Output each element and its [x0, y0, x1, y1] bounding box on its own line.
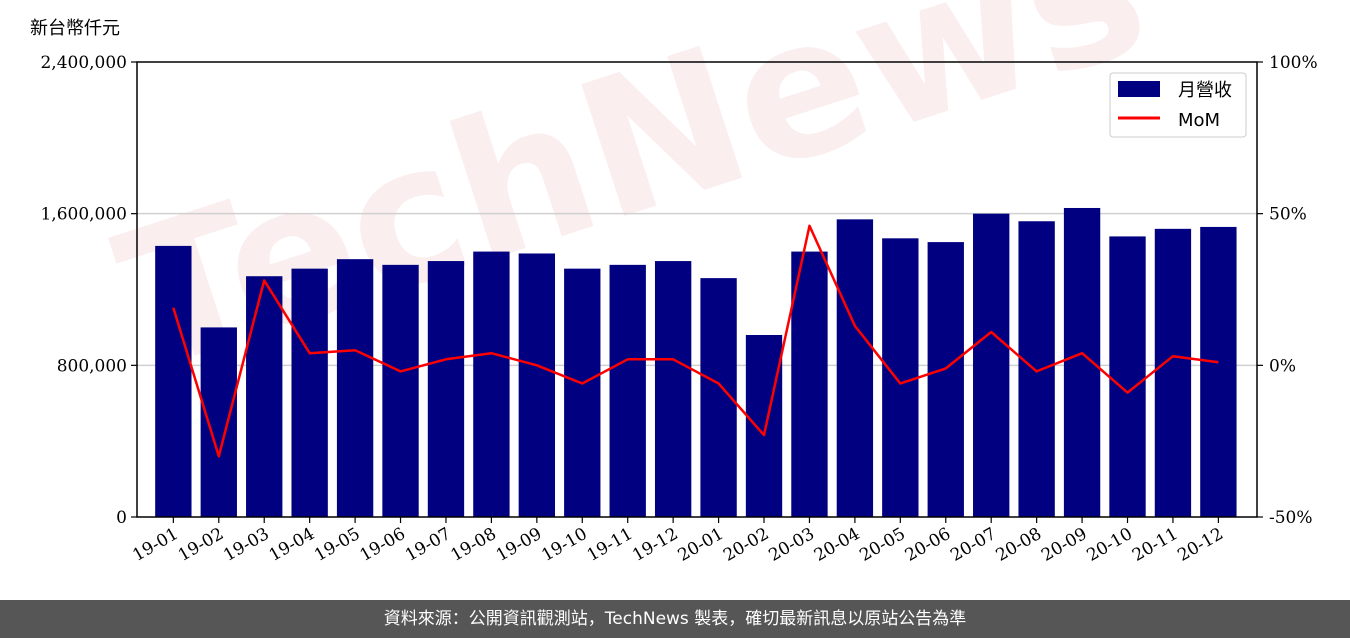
y-left-tick-label-2: 1,600,000 [40, 205, 127, 225]
y-right-tick-label-3: 100% [1269, 53, 1318, 73]
bar-19-01 [155, 245, 192, 518]
bar-19-08 [473, 251, 510, 518]
x-tick-label-19-01: 19-01 [129, 524, 181, 566]
x-tick-label-19-08: 19-08 [447, 524, 499, 566]
x-tick-label-20-03: 20-03 [766, 524, 818, 566]
bar-19-09 [518, 253, 556, 517]
bar-20-04 [836, 219, 874, 517]
legend-label-mom: MoM [1178, 110, 1220, 131]
bar-20-09 [1063, 207, 1101, 517]
x-tick-label-19-04: 19-04 [266, 524, 318, 566]
y-left-tick-label-0: 0 [116, 508, 127, 528]
x-tick-label-20-06: 20-06 [902, 524, 954, 566]
bar-19-10 [564, 268, 601, 517]
bar-20-02 [745, 335, 783, 517]
bar-19-05 [336, 259, 374, 517]
x-tick-label-20-05: 20-05 [856, 524, 908, 566]
y-right-tick-label-0: -50% [1269, 508, 1313, 528]
x-tick-label-19-10: 19-10 [538, 524, 590, 566]
y-right-tick-label-2: 50% [1269, 205, 1307, 225]
legend-bar-swatch [1118, 81, 1160, 97]
bar-20-08 [1018, 221, 1055, 517]
x-tick-label-20-01: 20-01 [675, 524, 727, 566]
y-left-tick-label-1: 800,000 [57, 356, 127, 376]
x-tick-label-20-07: 20-07 [947, 524, 999, 566]
bar-19-12 [654, 261, 692, 517]
x-tick-label-20-12: 20-12 [1174, 524, 1226, 566]
mom-line [172, 224, 1219, 458]
bar-20-11 [1154, 228, 1192, 518]
bar-20-05 [882, 238, 919, 517]
y-left-tick-label-3: 2,400,000 [40, 53, 127, 73]
bars [155, 207, 1237, 518]
bar-19-11 [609, 264, 646, 517]
x-tick-label-19-12: 19-12 [629, 524, 681, 566]
bar-19-04 [291, 268, 328, 517]
y-axis-unit-label: 新台幣仟元 [30, 18, 120, 39]
x-tick-label-19-06: 19-06 [357, 524, 409, 566]
x-tick-label-20-08: 20-08 [993, 524, 1045, 566]
y-right-tick-label-1: 0% [1269, 356, 1296, 376]
bar-19-06 [382, 264, 419, 517]
bar-20-07 [973, 213, 1010, 517]
revenue-chart: TechNews 0800,0001,600,0002,400,000-50%0… [40, 0, 1318, 566]
x-tick-label-19-02: 19-02 [175, 524, 227, 566]
x-tick-label-20-02: 20-02 [720, 524, 772, 566]
source-footer: 資料來源：公開資訊觀測站，TechNews 製表，確切最新訊息以原站公告為準 [0, 600, 1350, 638]
x-tick-label-19-05: 19-05 [311, 524, 363, 566]
x-tick-label-19-09: 19-09 [493, 524, 545, 566]
bar-20-06 [927, 242, 964, 517]
plot-frame [136, 61, 1258, 518]
x-tick-label-20-09: 20-09 [1038, 524, 1090, 566]
x-tick-label-20-04: 20-04 [811, 524, 863, 566]
legend: 月營收 MoM [1109, 72, 1247, 138]
x-tick-label-20-11: 20-11 [1129, 524, 1181, 566]
mom-series-line [172, 224, 1219, 458]
bar-20-12 [1200, 226, 1237, 517]
legend-label-revenue: 月營收 [1178, 80, 1232, 101]
bar-19-07 [427, 261, 465, 517]
bar-20-03 [791, 251, 828, 518]
x-tick-label-20-10: 20-10 [1084, 524, 1136, 566]
bar-20-10 [1109, 236, 1146, 517]
x-tick-label-19-03: 19-03 [220, 524, 272, 566]
x-tick-label-19-11: 19-11 [584, 524, 636, 566]
bar-19-03 [246, 276, 283, 517]
bar-19-02 [200, 327, 237, 517]
x-tick-label-19-07: 19-07 [402, 524, 454, 566]
